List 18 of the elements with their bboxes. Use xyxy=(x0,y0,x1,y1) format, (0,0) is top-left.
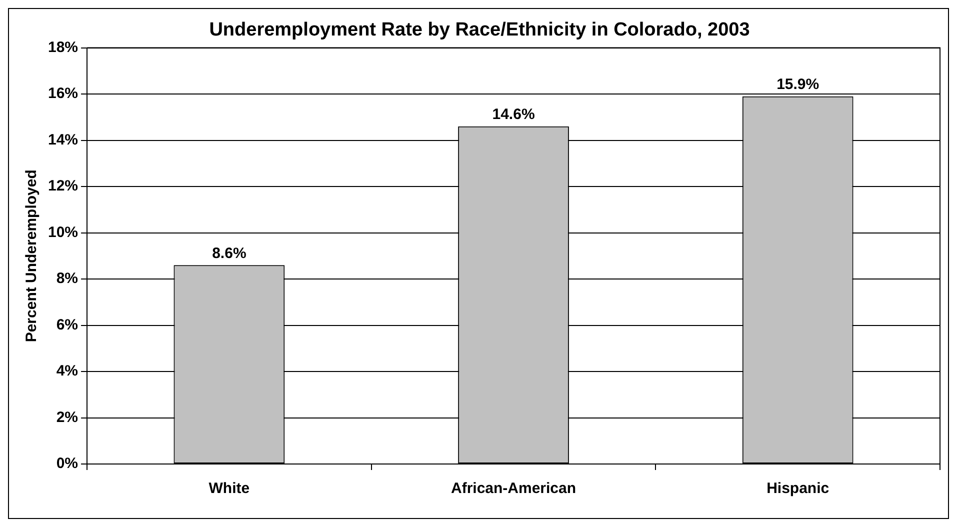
y-tick-label: 18% xyxy=(48,38,78,56)
y-tick-label: 16% xyxy=(48,85,78,102)
y-tick-label: 10% xyxy=(48,224,78,241)
y-tick-label: 4% xyxy=(56,362,78,380)
chart-title: Underemployment Rate by Race/Ethnicity in Colorado, 2003 xyxy=(209,20,750,41)
y-axis-title: Percent Underemployed xyxy=(23,170,40,342)
y-tick-label: 2% xyxy=(56,408,78,426)
y-tick-label: 14% xyxy=(48,131,78,148)
x-tick-label: White xyxy=(208,480,250,498)
x-tick-label: African-American xyxy=(450,480,576,498)
y-tick-label: 6% xyxy=(56,316,78,334)
x-tick-label: Hispanic xyxy=(766,480,830,498)
data-label: 14.6% xyxy=(492,106,535,124)
y-tick-label: 8% xyxy=(56,270,78,288)
data-label: 8.6% xyxy=(212,244,246,262)
y-tick-label: 0% xyxy=(56,455,78,472)
y-tick-label: 12% xyxy=(48,178,78,195)
data-label: 15.9% xyxy=(776,76,820,93)
